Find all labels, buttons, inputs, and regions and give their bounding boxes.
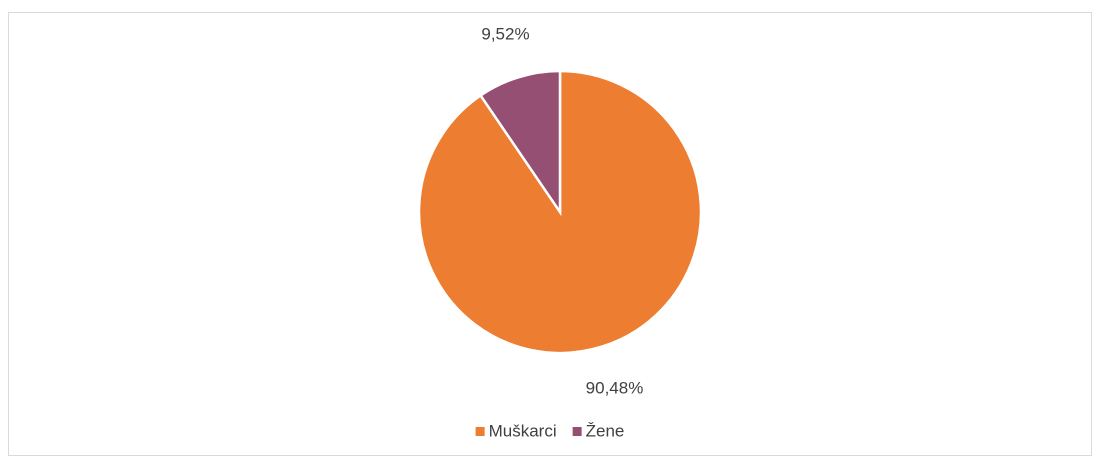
legend-swatch: [475, 427, 485, 436]
data-label: 9,52%: [481, 25, 529, 44]
legend-label: Muškarci: [489, 421, 557, 440]
legend-label: Žene: [586, 421, 625, 440]
legend-swatch: [572, 427, 582, 436]
data-label: 90,48%: [586, 378, 644, 397]
pie-slice: [478, 69, 562, 217]
